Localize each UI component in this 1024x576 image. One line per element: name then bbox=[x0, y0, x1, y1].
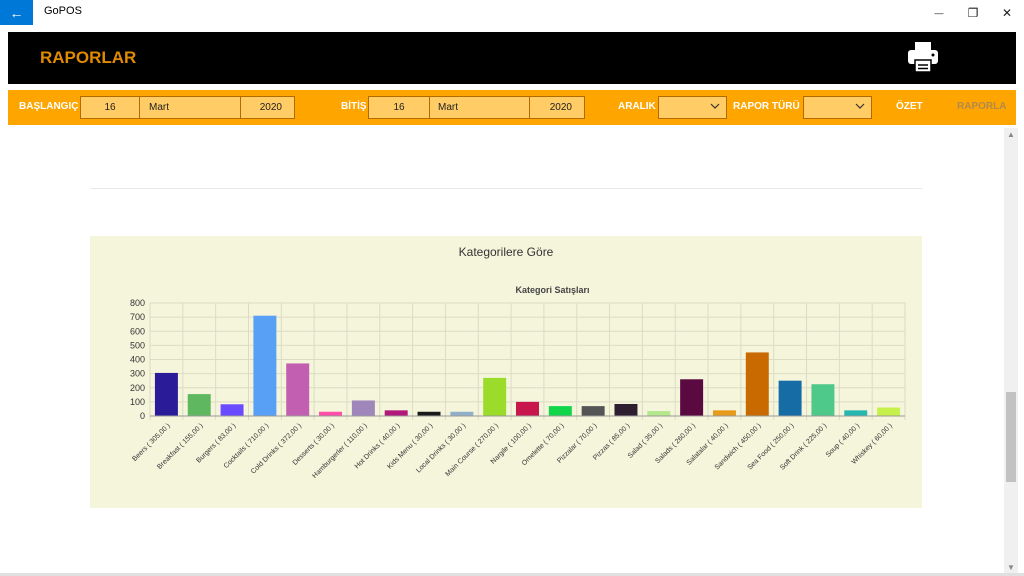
scroll-thumb[interactable] bbox=[1006, 392, 1016, 482]
bar bbox=[384, 410, 408, 416]
y-tick-label: 500 bbox=[130, 340, 145, 350]
y-tick-label: 800 bbox=[130, 298, 145, 308]
bar bbox=[647, 411, 671, 416]
category-sales-chart: Kategori Satışları 0 100 200 300 400 500 600 700… bbox=[130, 285, 906, 480]
bar bbox=[154, 372, 178, 416]
restore-button[interactable]: ❐ bbox=[956, 0, 990, 25]
chart-card: Kategorilere Göre Kategori Satışları 0 100… bbox=[90, 236, 922, 508]
bar bbox=[319, 411, 343, 416]
start-month-field[interactable]: Mart bbox=[139, 96, 241, 119]
x-tick-label: Hamburgerler ( 110,00 ) bbox=[311, 422, 368, 479]
chevron-down-icon bbox=[710, 100, 720, 115]
bar bbox=[220, 404, 244, 416]
y-tick-label: 200 bbox=[130, 383, 145, 393]
minimize-icon: — bbox=[934, 7, 944, 18]
bar bbox=[286, 363, 310, 416]
end-month-value: Mart bbox=[438, 102, 458, 113]
bar bbox=[253, 315, 277, 416]
bar bbox=[417, 411, 441, 416]
x-tick-label: Salad ( 35,00 ) bbox=[627, 422, 664, 459]
start-day-field[interactable]: 16 bbox=[80, 96, 140, 119]
end-month-field[interactable]: Mart bbox=[429, 96, 530, 119]
bar bbox=[516, 401, 539, 416]
end-date-label: BİTİŞ bbox=[341, 101, 367, 112]
start-date-label: BAŞLANGIÇ bbox=[19, 101, 79, 112]
bar bbox=[811, 384, 835, 416]
page-header: RAPORLAR bbox=[8, 32, 1016, 84]
start-year-field[interactable]: 2020 bbox=[240, 96, 295, 119]
bar bbox=[450, 411, 474, 416]
close-button[interactable]: ✕ bbox=[990, 0, 1024, 25]
divider bbox=[90, 188, 922, 189]
bar bbox=[483, 377, 507, 416]
y-tick-label: 100 bbox=[130, 397, 145, 407]
start-day-value: 16 bbox=[104, 102, 116, 113]
close-icon: ✕ bbox=[1001, 5, 1013, 20]
printer-icon[interactable] bbox=[906, 40, 940, 74]
filter-bar: BAŞLANGIÇ 16 Mart 2020 BİTİŞ 16 Mart 202… bbox=[8, 90, 1016, 125]
bottom-edge bbox=[0, 573, 1024, 576]
x-tick-label: Soup ( 40,00 ) bbox=[825, 422, 861, 458]
end-year-value: 2020 bbox=[549, 102, 572, 113]
back-arrow-icon: ← bbox=[9, 4, 24, 21]
bar bbox=[712, 410, 736, 416]
range-label: ARALIK bbox=[618, 101, 656, 112]
start-year-value: 2020 bbox=[259, 102, 282, 113]
minimize-button[interactable]: — bbox=[922, 0, 956, 25]
report-type-dropdown[interactable] bbox=[803, 96, 872, 119]
bar bbox=[581, 406, 605, 416]
bar bbox=[844, 410, 868, 416]
bar bbox=[548, 406, 572, 416]
scroll-up-icon[interactable]: ▲ bbox=[1007, 130, 1015, 139]
back-button[interactable]: ← bbox=[0, 0, 33, 25]
bar bbox=[351, 400, 375, 416]
bar bbox=[614, 403, 638, 416]
end-day-value: 16 bbox=[393, 102, 405, 113]
end-day-field[interactable]: 16 bbox=[368, 96, 430, 119]
x-tick-label: Pizzas ( 85,00 ) bbox=[592, 422, 631, 461]
report-button[interactable]: RAPORLA bbox=[957, 101, 1007, 112]
page-title: RAPORLAR bbox=[40, 48, 137, 67]
y-tick-label: 700 bbox=[130, 312, 145, 322]
bar bbox=[187, 394, 211, 416]
chevron-down-icon bbox=[855, 100, 865, 115]
range-dropdown[interactable] bbox=[658, 96, 727, 119]
start-month-value: Mart bbox=[149, 102, 169, 113]
report-type-label: RAPOR TÜRÜ bbox=[733, 101, 800, 112]
y-tick-label: 300 bbox=[130, 369, 145, 379]
scroll-down-icon[interactable]: ▼ bbox=[1007, 563, 1015, 572]
bar bbox=[778, 380, 802, 416]
vertical-scrollbar[interactable]: ▲ ▼ bbox=[1004, 128, 1018, 574]
bar bbox=[745, 352, 769, 416]
card-title: Kategorilere Göre bbox=[458, 245, 554, 259]
chart-title: Kategori Satışları bbox=[515, 285, 589, 295]
title-bar: ← GoPOS — ❐ ✕ bbox=[0, 0, 1024, 25]
y-tick-label: 400 bbox=[130, 355, 145, 365]
end-year-field[interactable]: 2020 bbox=[529, 96, 585, 119]
bar bbox=[680, 379, 704, 416]
y-tick-label: 600 bbox=[130, 326, 145, 336]
bar bbox=[877, 407, 901, 416]
restore-icon: ❐ bbox=[967, 5, 979, 20]
y-tick-label: 0 bbox=[140, 411, 145, 421]
summary-button[interactable]: ÖZET bbox=[896, 101, 923, 112]
app-title: GoPOS bbox=[44, 5, 82, 17]
